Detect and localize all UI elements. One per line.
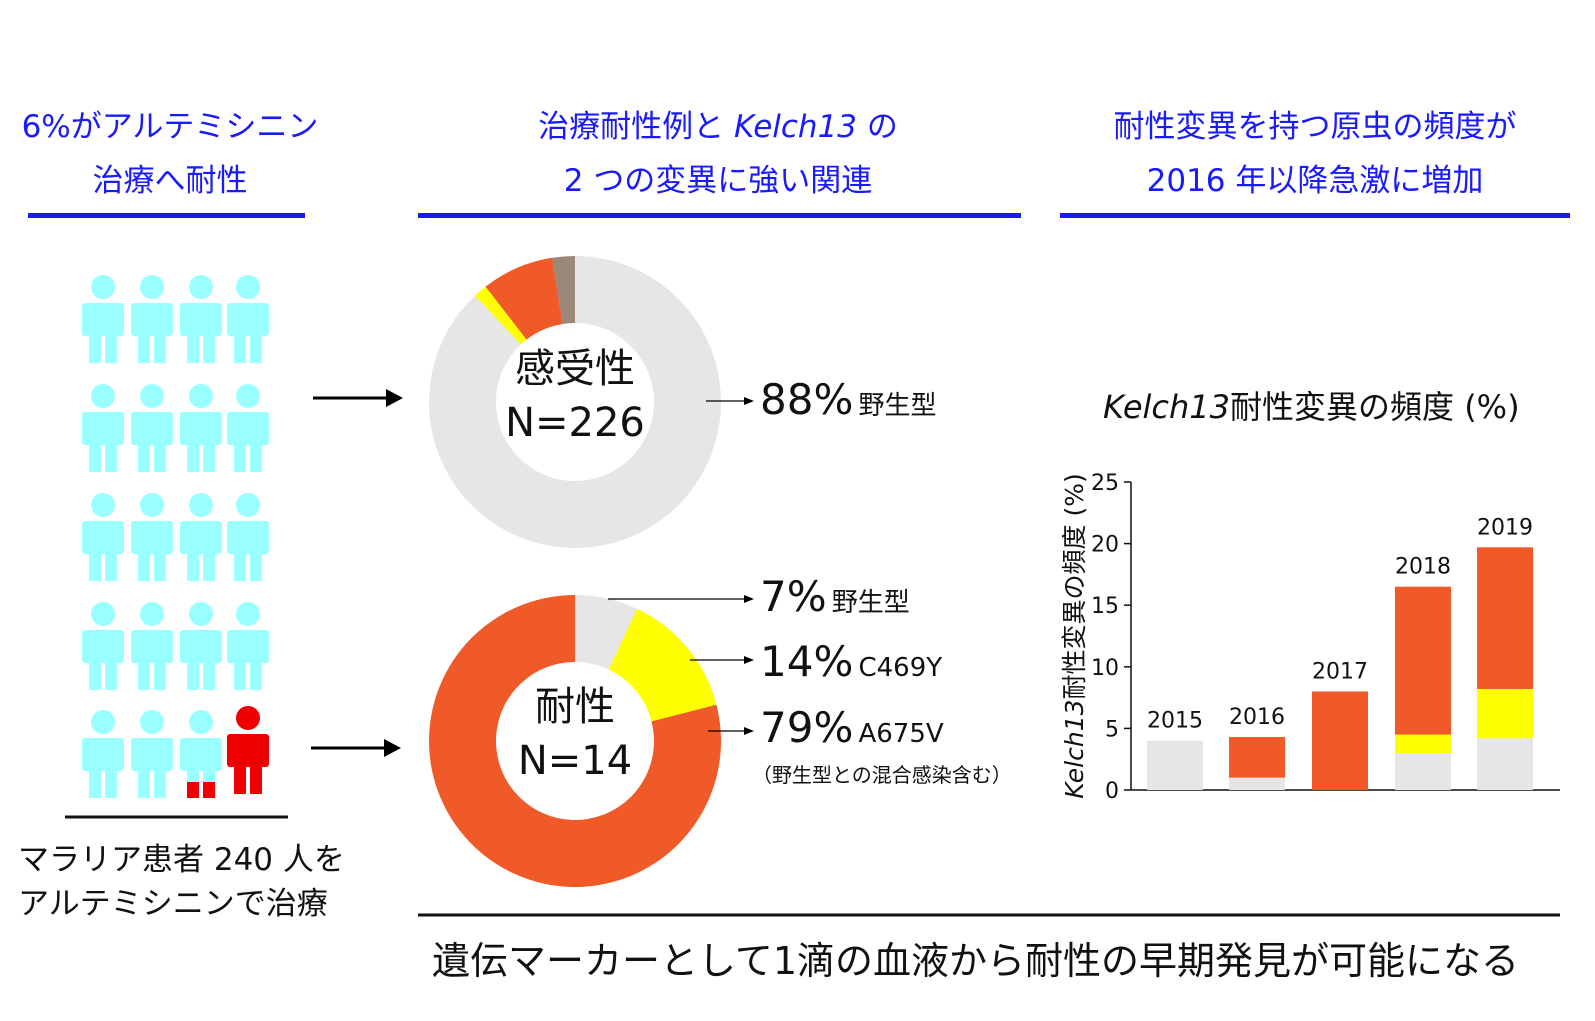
slice-label: 野生型 — [858, 391, 937, 421]
pct-value: 14% — [760, 637, 854, 686]
person-icon — [227, 602, 269, 690]
person-icon — [180, 602, 222, 690]
header-col1-rule — [28, 213, 305, 218]
leader-lines — [608, 397, 754, 735]
donut-slice — [429, 595, 722, 887]
donut-slice — [485, 257, 563, 340]
arrow-icon-bottom — [311, 739, 401, 757]
patient-icon-grid — [82, 275, 269, 798]
y-tick-label: 25 — [1091, 471, 1119, 496]
person-icon — [180, 275, 222, 363]
bar-year-label: 2019 — [1477, 515, 1533, 540]
header-col1-line2: 治療へ耐性 — [92, 163, 248, 199]
header-col2-line2: 2 つの変異に強い関連 — [563, 163, 873, 199]
bar-segment — [1229, 777, 1285, 790]
donut-susceptible — [429, 256, 722, 548]
person-icon — [131, 710, 173, 798]
person-icon — [180, 384, 222, 472]
y-tick-label: 10 — [1091, 656, 1119, 681]
header-col3-line2: 2016 年以降急激に増加 — [1146, 163, 1484, 199]
label-resistant-c469y: 14% C469Y — [760, 637, 942, 686]
label-susceptible-wild: 88% 野生型 — [760, 375, 936, 424]
person-icon — [131, 275, 173, 363]
bar-segment — [1395, 586, 1451, 735]
donut-slice — [429, 256, 722, 548]
person-icon — [227, 493, 269, 581]
header-col2: 治療耐性例と Kelch13 の 2 つの変異に強い関連 — [418, 100, 1018, 208]
person-icon — [227, 275, 269, 363]
person-icon — [131, 384, 173, 472]
donut-susceptible-n: N=226 — [505, 400, 645, 446]
y-tick-label: 20 — [1091, 533, 1119, 558]
person-icon — [131, 493, 173, 581]
donut-slice — [608, 608, 717, 722]
chart-title: Kelch13耐性変異の頻度 (%) — [1103, 382, 1520, 428]
bar-segment — [1477, 688, 1533, 739]
person-icon — [82, 384, 124, 472]
donut-resistant-title: 耐性 — [535, 684, 615, 730]
patients-caption-line1: マラリア患者 240 人を — [18, 842, 345, 878]
label-resistant-wild: 7% 野生型 — [760, 572, 910, 621]
person-icon — [131, 602, 173, 690]
chart-title-italic: Kelch13 — [1103, 388, 1231, 426]
slice-label: C469Y — [858, 653, 943, 683]
donut-susceptible-title: 感受性 — [515, 346, 635, 392]
bar-segment — [1395, 753, 1451, 790]
header-col1-line1: 6%がアルテミシニン — [21, 109, 319, 145]
bar-year-label: 2018 — [1395, 555, 1451, 580]
bar-segment — [1477, 547, 1533, 689]
bar-segment — [1312, 691, 1368, 790]
donut-resistant — [429, 595, 722, 887]
bar-chart: 0 5 10 15 20 25 2015 2016 2017 2018 2019 Kelch13耐性変… — [1060, 471, 1560, 804]
patients-caption-line2: アルテミシニンで治療 — [18, 886, 328, 922]
header-col2-line1-italic: Kelch13 — [733, 109, 858, 145]
y-tick-label: 5 — [1105, 717, 1119, 742]
donut-slice — [475, 286, 527, 345]
bar-segment — [1395, 734, 1451, 754]
y-tick-label: 0 — [1105, 779, 1119, 804]
arrow-icon-top — [313, 389, 403, 407]
donut-slice — [575, 595, 638, 670]
person-icon-resistant — [227, 706, 269, 794]
donut-resistant-n: N=14 — [517, 738, 633, 784]
bar-year-label: 2015 — [1147, 709, 1203, 734]
person-icon — [180, 493, 222, 581]
label-resistant-a675v-note: （野生型との混合感染含む） — [752, 763, 1012, 787]
person-icon — [82, 493, 124, 581]
donut-resistant-center: 耐性 N=14 — [475, 680, 675, 788]
person-icon — [82, 710, 124, 798]
y-axis-label: Kelch13耐性変異の頻度 (%) — [1060, 473, 1089, 798]
slice-label: A675V — [858, 719, 944, 749]
person-icon — [82, 602, 124, 690]
label-resistant-a675v: 79% A675V — [760, 703, 944, 752]
header-col2-line1-a: 治療耐性例と — [538, 109, 734, 145]
bar-year-label: 2016 — [1229, 705, 1285, 730]
pct-value: 79% — [760, 703, 854, 752]
header-col2-line1-b: の — [857, 109, 898, 145]
header-col2-rule — [418, 213, 1021, 218]
bottom-message: 遺伝マーカーとして1滴の血液から耐性の早期発見が可能になる — [432, 939, 1520, 983]
pct-value: 7% — [760, 572, 827, 621]
header-col3-rule — [1060, 213, 1570, 218]
header-col3: 耐性変異を持つ原虫の頻度が 2016 年以降急激に増加 — [1060, 100, 1570, 208]
pct-value: 88% — [760, 375, 854, 424]
header-col2-line1: 治療耐性例と Kelch13 の — [418, 100, 1018, 154]
person-icon — [227, 384, 269, 472]
donut-susceptible-center: 感受性 N=226 — [475, 342, 675, 450]
header-col3-line1: 耐性変異を持つ原虫の頻度が — [1113, 109, 1517, 145]
bar-year-label: 2017 — [1312, 659, 1368, 684]
donut-slice — [552, 256, 575, 324]
bar-segment — [1229, 737, 1285, 778]
person-icon — [82, 275, 124, 363]
bar-segment — [1477, 738, 1533, 790]
bar-segment — [1147, 740, 1203, 790]
chart-title-rest: 耐性変異の頻度 (%) — [1230, 388, 1520, 426]
slice-label: 野生型 — [831, 588, 910, 618]
patients-caption: マラリア患者 240 人を アルテミシニンで治療 — [18, 838, 358, 926]
header-col1: 6%がアルテミシニン 治療へ耐性 — [20, 100, 320, 208]
person-icon — [180, 710, 222, 798]
y-tick-label: 15 — [1091, 594, 1119, 619]
